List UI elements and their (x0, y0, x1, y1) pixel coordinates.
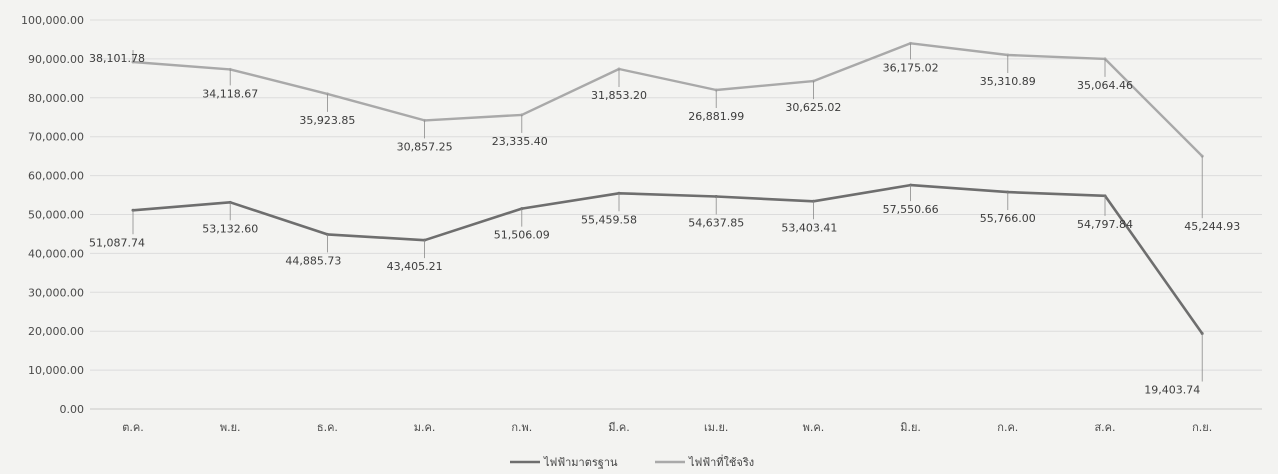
y-tick-label: 90,000.00 (28, 53, 84, 66)
series-line-1 (132, 183, 1204, 335)
data-label: 53,132.60 (202, 222, 258, 235)
data-label: 44,885.73 (285, 254, 341, 267)
x-tick-label: ต.ค. (122, 421, 144, 434)
y-tick-label: 50,000.00 (28, 209, 84, 222)
data-label: 53,403.41 (781, 221, 837, 234)
data-label: 36,175.02 (883, 61, 939, 74)
y-tick-label: 100,000.00 (21, 14, 84, 27)
y-tick-label: 40,000.00 (28, 247, 84, 260)
data-label: 31,853.20 (591, 89, 647, 102)
data-label: 19,403.74 (1144, 384, 1200, 397)
data-label: 35,310.89 (980, 75, 1036, 88)
data-label: 54,797.84 (1077, 218, 1133, 231)
data-label: 45,244.93 (1184, 220, 1240, 233)
data-label: 51,506.09 (494, 229, 550, 242)
legend: ไฟฟ้ามาตรฐาน ไฟฟ้าที่ใช้จริง (510, 454, 754, 469)
x-tick-label: ก.พ. (511, 421, 532, 434)
y-tick-label: 80,000.00 (28, 92, 84, 105)
data-label: 34,118.67 (202, 87, 258, 100)
data-label: 38,101.78 (89, 52, 145, 65)
x-tick-label: พ.ย. (220, 421, 241, 434)
x-tick-label: ธ.ค. (317, 421, 338, 434)
x-tick-label: พ.ค. (803, 421, 825, 434)
x-tick-label: มี.ค. (608, 421, 630, 434)
legend-label: ไฟฟ้าที่ใช้จริง (688, 454, 754, 469)
y-axis-ticks: 0.00 10,000.00 20,000.00 30,000.00 40,000.00… (21, 14, 84, 416)
data-label: 30,625.02 (785, 101, 841, 114)
data-label: 23,335.40 (492, 135, 548, 148)
legend-label: ไฟฟ้ามาตรฐาน (543, 456, 618, 469)
y-tick-label: 10,000.00 (28, 364, 84, 377)
x-tick-label: เม.ย. (704, 421, 728, 434)
data-label: 35,923.85 (299, 114, 355, 127)
series-line-2 (132, 42, 1204, 157)
y-tick-label: 0.00 (60, 403, 85, 416)
data-label: 30,857.25 (397, 140, 453, 153)
series (131, 41, 1204, 336)
gridlines (90, 19, 1262, 410)
y-tick-label: 60,000.00 (28, 170, 84, 183)
x-tick-label: ส.ค. (1094, 421, 1115, 434)
data-label: 43,405.21 (387, 260, 443, 273)
x-tick-label: มิ.ย. (900, 421, 921, 434)
x-axis-ticks: ต.ค. พ.ย. ธ.ค. ม.ค. ก.พ. มี.ค. เม.ย. พ.ค. มิ.ย. ก… (122, 421, 1212, 434)
data-label: 55,766.00 (980, 212, 1036, 225)
data-label: 55,459.58 (581, 213, 637, 226)
x-tick-label: ก.ค. (997, 421, 1018, 434)
y-tick-label: 20,000.00 (28, 325, 84, 338)
y-tick-label: 70,000.00 (28, 131, 84, 144)
y-tick-label: 30,000.00 (28, 286, 84, 299)
x-tick-label: ม.ค. (414, 421, 436, 434)
data-label: 51,087.74 (89, 236, 145, 249)
data-label: 26,881.99 (688, 110, 744, 123)
data-label: 35,064.46 (1077, 79, 1133, 92)
data-label: 54,637.85 (688, 216, 744, 229)
x-tick-label: ก.ย. (1192, 421, 1212, 434)
data-labels: 51,087.74 53,132.60 44,885.73 43,405.21 51,5… (89, 43, 1240, 397)
data-label: 57,550.66 (883, 203, 939, 216)
